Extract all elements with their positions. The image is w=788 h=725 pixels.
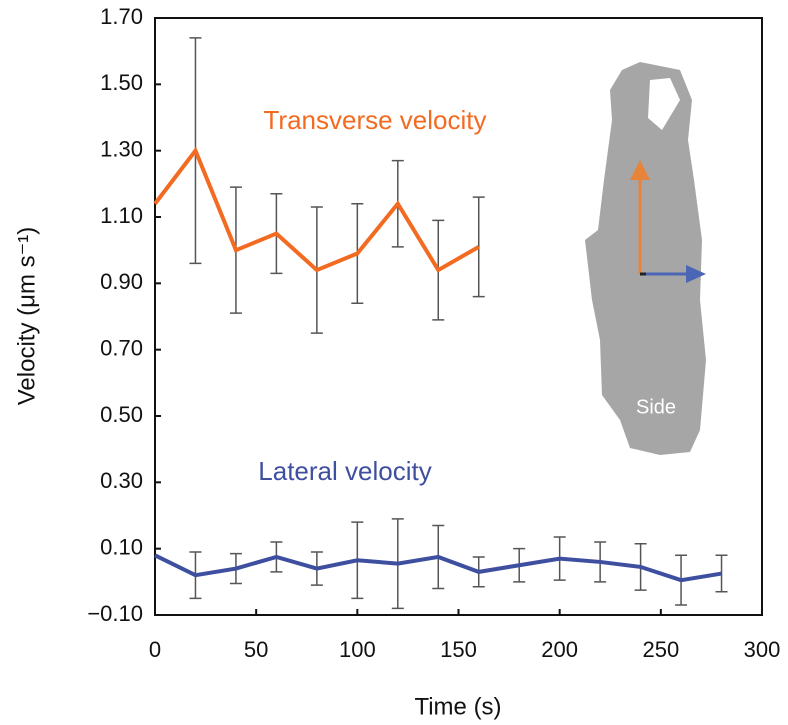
y-tick-label: 0.70	[100, 335, 143, 360]
series-label: Transverse velocity	[264, 105, 487, 135]
arrow-head	[686, 265, 706, 283]
y-axis-title: Velocity (μm s⁻¹)	[13, 227, 40, 406]
y-tick-label: 0.50	[100, 402, 143, 427]
cell-shape	[585, 62, 706, 455]
x-tick-label: 0	[149, 637, 161, 662]
y-tick-label: −0.10	[87, 601, 143, 626]
y-tick-label: 0.30	[100, 468, 143, 493]
series-label: Lateral velocity	[258, 456, 431, 486]
arrow-head	[630, 160, 650, 180]
series-line	[153, 146, 480, 273]
x-tick-label: 300	[744, 637, 781, 662]
y-tick-label: 0.10	[100, 534, 143, 559]
cell-inset	[585, 62, 706, 455]
x-tick-label: 200	[541, 637, 578, 662]
y-tick-label: 1.70	[100, 4, 143, 29]
y-tick-label: 1.50	[100, 70, 143, 95]
y-tick-label: 1.10	[100, 203, 143, 228]
x-tick-label: 100	[339, 637, 376, 662]
x-tick-label: 250	[642, 637, 679, 662]
cell-gap	[648, 78, 680, 130]
x-tick-label: 150	[440, 637, 477, 662]
inset-label: Side	[636, 396, 676, 418]
x-tick-label: 50	[244, 637, 268, 662]
y-tick-label: 1.30	[100, 136, 143, 161]
y-tick-label: 0.90	[100, 269, 143, 294]
series-line	[154, 553, 722, 583]
x-axis-title: Time (s)	[414, 693, 501, 720]
